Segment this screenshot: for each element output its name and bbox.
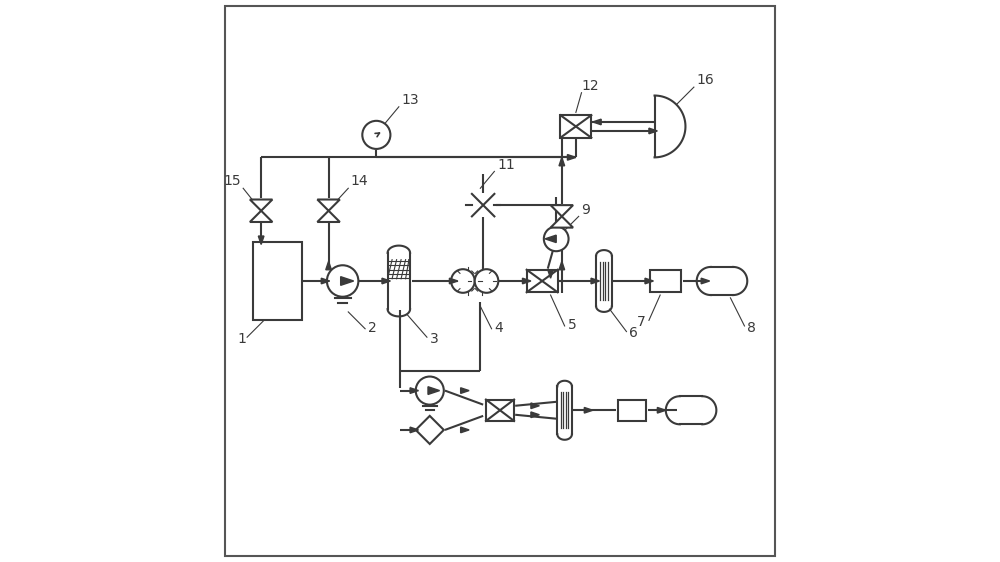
Polygon shape bbox=[461, 388, 469, 393]
Polygon shape bbox=[382, 278, 390, 284]
Polygon shape bbox=[701, 278, 710, 284]
Polygon shape bbox=[410, 388, 419, 393]
Circle shape bbox=[475, 269, 498, 293]
Text: 8: 8 bbox=[747, 320, 756, 334]
Bar bbox=[560, 115, 591, 138]
Polygon shape bbox=[449, 278, 458, 284]
Circle shape bbox=[544, 226, 569, 251]
Polygon shape bbox=[567, 155, 576, 160]
Bar bbox=[618, 400, 646, 421]
Polygon shape bbox=[649, 128, 657, 134]
Polygon shape bbox=[545, 235, 556, 243]
Text: 15: 15 bbox=[224, 174, 241, 188]
Polygon shape bbox=[317, 200, 340, 211]
Polygon shape bbox=[551, 216, 573, 228]
Circle shape bbox=[451, 269, 475, 293]
Text: 16: 16 bbox=[697, 73, 714, 87]
Polygon shape bbox=[416, 416, 444, 444]
Text: 4: 4 bbox=[494, 320, 503, 334]
Text: 3: 3 bbox=[430, 332, 438, 346]
Polygon shape bbox=[321, 278, 330, 284]
Bar bbox=[253, 242, 302, 320]
Text: 7: 7 bbox=[637, 315, 646, 329]
Polygon shape bbox=[548, 270, 553, 278]
Polygon shape bbox=[250, 200, 272, 211]
Polygon shape bbox=[591, 278, 599, 284]
Text: 11: 11 bbox=[497, 157, 515, 171]
Text: 5: 5 bbox=[567, 318, 576, 332]
Text: 9: 9 bbox=[581, 202, 590, 216]
Polygon shape bbox=[341, 277, 354, 285]
Text: 2: 2 bbox=[368, 320, 377, 334]
Polygon shape bbox=[461, 427, 469, 433]
Bar bbox=[486, 400, 514, 421]
Polygon shape bbox=[531, 403, 539, 409]
Circle shape bbox=[327, 265, 358, 297]
Text: 6: 6 bbox=[629, 326, 638, 340]
Polygon shape bbox=[522, 278, 531, 284]
Circle shape bbox=[362, 121, 390, 149]
Polygon shape bbox=[428, 387, 440, 395]
Bar bbox=[527, 270, 558, 292]
Polygon shape bbox=[258, 236, 264, 244]
Text: 1: 1 bbox=[237, 332, 246, 346]
Polygon shape bbox=[250, 211, 272, 222]
Polygon shape bbox=[531, 412, 539, 418]
Polygon shape bbox=[410, 427, 419, 433]
Text: 13: 13 bbox=[402, 93, 419, 107]
Text: 12: 12 bbox=[581, 79, 599, 93]
Polygon shape bbox=[551, 205, 573, 216]
Polygon shape bbox=[645, 278, 653, 284]
Circle shape bbox=[416, 377, 444, 405]
Polygon shape bbox=[559, 261, 565, 270]
Text: 14: 14 bbox=[350, 174, 368, 188]
Polygon shape bbox=[559, 157, 565, 166]
Polygon shape bbox=[317, 211, 340, 222]
Polygon shape bbox=[584, 407, 593, 413]
Polygon shape bbox=[657, 407, 666, 413]
Bar bbox=[650, 270, 681, 292]
Polygon shape bbox=[593, 119, 601, 125]
Polygon shape bbox=[326, 261, 331, 270]
